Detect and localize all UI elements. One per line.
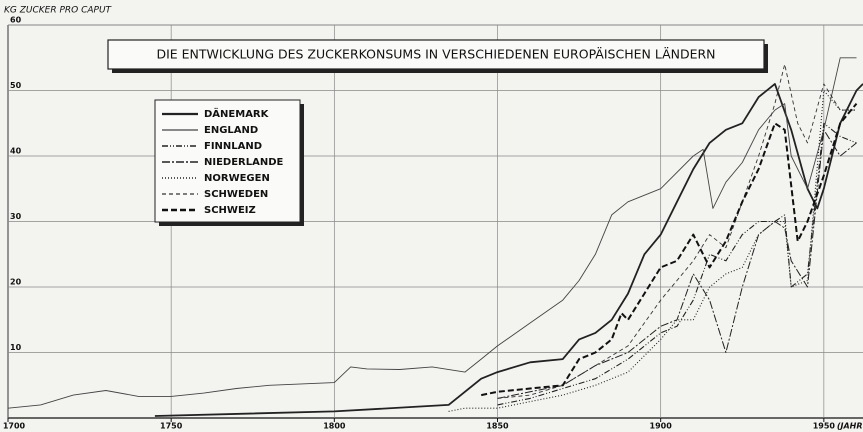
y-tick-label: 30 <box>10 212 22 221</box>
x-tick-label: 1750 <box>160 422 183 431</box>
legend-label: FINNLAND <box>204 141 262 152</box>
legend-label: NORWEGEN <box>204 173 270 184</box>
x-axis-label: (JAHR <box>837 422 863 431</box>
y-tick-label: 50 <box>10 81 22 90</box>
legend-label: ENGLAND <box>204 125 258 136</box>
legend-box <box>154 99 301 223</box>
x-tick-label: 1900 <box>650 422 673 431</box>
legend-label: DÄNEMARK <box>204 106 270 120</box>
x-tick-label: 1700 <box>3 422 26 431</box>
y-tick-label: 20 <box>10 278 22 287</box>
x-tick-label: 1800 <box>323 422 346 431</box>
x-tick-label: 1850 <box>486 422 509 431</box>
data-line <box>497 63 857 399</box>
legend-label: NIEDERLANDE <box>204 157 284 168</box>
y-tick-label: 40 <box>10 147 22 156</box>
y-tick-label: 60 <box>10 16 22 25</box>
y-tick-label: 10 <box>10 343 22 352</box>
legend-label: SCHWEIZ <box>204 205 256 216</box>
data-line <box>481 102 858 397</box>
legend-label: SCHWEDEN <box>204 189 268 200</box>
legend: DÄNEMARK ENGLAND FINNLAND NIEDERLANDE NORWEG… <box>162 106 284 216</box>
data-line <box>497 122 857 406</box>
data-line <box>497 129 857 399</box>
title-box <box>107 39 765 70</box>
x-tick-label: 1950 <box>813 422 836 431</box>
data-line <box>448 89 857 412</box>
y-axis-label: KG ZUCKER PRO CAPUT <box>4 6 113 16</box>
plot-area: 10 20 30 40 50 60 1700 1750 1800 1850 1900 1950 (JAH… <box>3 16 863 431</box>
chart-title: DIE ENTWICKLUNG DES ZUCKERKONSUMS IN VER… <box>156 47 715 62</box>
